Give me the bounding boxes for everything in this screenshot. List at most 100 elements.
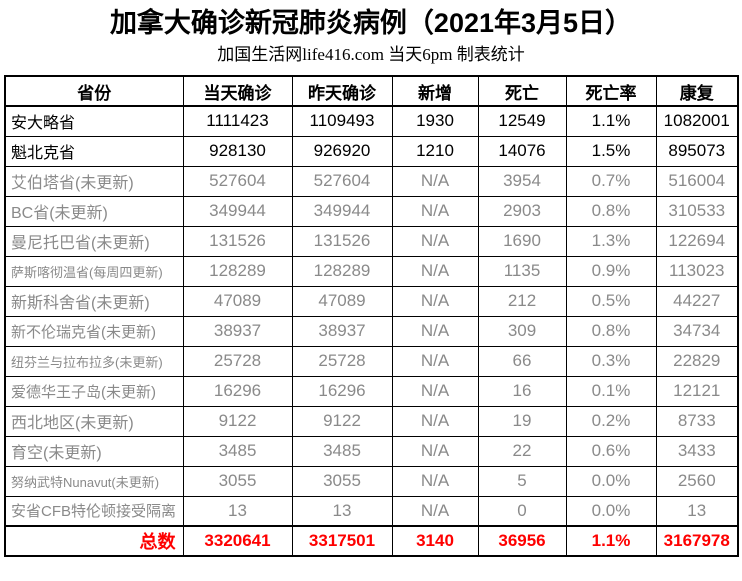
header-new-cases: 新增 — [391, 75, 479, 107]
deaths-cell: 1135 — [477, 255, 567, 287]
province-cell: BC省(未更新) — [4, 195, 184, 227]
table-row: 育空(未更新) 3485 3485 N/A 22 0.6% 3433 — [4, 435, 739, 467]
table-row: 西北地区(未更新) 9122 9122 N/A 19 0.2% 8733 — [4, 405, 739, 437]
table-body: 安大略省 1111423 1109493 1930 12549 1.1% 1082001 魁北… — [4, 105, 739, 527]
death-rate-cell: 1.1% — [565, 105, 657, 137]
province-cell: 曼尼托巴省(未更新) — [4, 225, 184, 257]
recovered-cell: 3433 — [655, 435, 739, 467]
yesterday-cell: 131526 — [291, 225, 393, 257]
table-footer: 总数 3320641 3317501 3140 36956 1.1% 31679… — [4, 525, 739, 557]
page-title: 加拿大确诊新冠肺炎病例（2021年3月5日） — [109, 8, 633, 38]
death-rate-cell: 0.8% — [565, 195, 657, 227]
yesterday-cell: 9122 — [291, 405, 393, 437]
yesterday-cell: 38937 — [291, 315, 393, 347]
deaths-cell: 19 — [477, 405, 567, 437]
new-cases-cell: 1210 — [391, 135, 479, 167]
death-rate-cell: 1.3% — [565, 225, 657, 257]
deaths-cell: 16 — [477, 375, 567, 407]
province-cell: 艾伯塔省(未更新) — [4, 165, 184, 197]
new-cases-cell: N/A — [391, 495, 479, 527]
yesterday-cell: 25728 — [291, 345, 393, 377]
today-cell: 131526 — [182, 225, 293, 257]
death-rate-cell: 0.1% — [565, 375, 657, 407]
death-rate-cell: 0.7% — [565, 165, 657, 197]
recovered-cell: 1082001 — [655, 105, 739, 137]
recovered-cell: 12121 — [655, 375, 739, 407]
table-header: 省份 当天确诊 昨天确诊 新增 死亡 死亡率 康复 — [4, 75, 739, 107]
recovered-cell: 113023 — [655, 255, 739, 287]
death-rate-cell: 1.5% — [565, 135, 657, 167]
header-province: 省份 — [4, 75, 184, 107]
today-cell: 3485 — [182, 435, 293, 467]
province-cell: 纽芬兰与拉布拉多(未更新) — [4, 345, 184, 377]
recovered-cell: 895073 — [655, 135, 739, 167]
yesterday-cell: 3055 — [291, 465, 393, 497]
recovered-cell: 2560 — [655, 465, 739, 497]
header-recovered: 康复 — [655, 75, 739, 107]
province-cell: 安省CFB特伦顿接受隔离 — [4, 495, 184, 527]
table-row: 新不伦瑞克省(未更新) 38937 38937 N/A 309 0.8% 34734 — [4, 315, 739, 347]
deaths-cell: 12549 — [477, 105, 567, 137]
today-cell: 16296 — [182, 375, 293, 407]
death-rate-cell: 0.0% — [565, 465, 657, 497]
recovered-cell: 310533 — [655, 195, 739, 227]
today-cell: 527604 — [182, 165, 293, 197]
total-yesterday-cell: 3317501 — [291, 525, 393, 557]
yesterday-cell: 1109493 — [291, 105, 393, 137]
recovered-cell: 22829 — [655, 345, 739, 377]
total-label: 总数 — [4, 525, 184, 557]
province-cell: 新不伦瑞克省(未更新) — [4, 315, 184, 347]
province-cell: 爱德华王子岛(未更新) — [4, 375, 184, 407]
death-rate-cell: 0.3% — [565, 345, 657, 377]
today-cell: 928130 — [182, 135, 293, 167]
today-cell: 13 — [182, 495, 293, 527]
deaths-cell: 0 — [477, 495, 567, 527]
total-deaths-cell: 36956 — [477, 525, 567, 557]
deaths-cell: 309 — [477, 315, 567, 347]
death-rate-cell: 0.0% — [565, 495, 657, 527]
recovered-cell: 122694 — [655, 225, 739, 257]
today-cell: 38937 — [182, 315, 293, 347]
table-row: 魁北克省 928130 926920 1210 14076 1.5% 895073 — [4, 135, 739, 167]
yesterday-cell: 47089 — [291, 285, 393, 317]
new-cases-cell: N/A — [391, 285, 479, 317]
yesterday-cell: 527604 — [291, 165, 393, 197]
table-row: BC省(未更新) 349944 349944 N/A 2903 0.8% 310533 — [4, 195, 739, 227]
today-cell: 1111423 — [182, 105, 293, 137]
deaths-cell: 5 — [477, 465, 567, 497]
total-recovered-cell: 3167978 — [655, 525, 739, 557]
yesterday-cell: 926920 — [291, 135, 393, 167]
recovered-cell: 44227 — [655, 285, 739, 317]
deaths-cell: 14076 — [477, 135, 567, 167]
new-cases-cell: N/A — [391, 465, 479, 497]
table-row: 纽芬兰与拉布拉多(未更新) 25728 25728 N/A 66 0.3% 22829 — [4, 345, 739, 377]
total-row: 总数 3320641 3317501 3140 36956 1.1% 31679… — [4, 525, 739, 557]
header-today-confirmed: 当天确诊 — [182, 75, 293, 107]
province-cell: 西北地区(未更新) — [4, 405, 184, 437]
death-rate-cell: 0.8% — [565, 315, 657, 347]
table-row: 萨斯喀彻温省(每周四更新) 128289 128289 N/A 1135 0.9% 1130… — [4, 255, 739, 287]
header-death-rate: 死亡率 — [565, 75, 657, 107]
deaths-cell: 22 — [477, 435, 567, 467]
table-row: 努纳武特Nunavut(未更新) 3055 3055 N/A 5 0.0% 2560 — [4, 465, 739, 497]
yesterday-cell: 16296 — [291, 375, 393, 407]
table-row: 安大略省 1111423 1109493 1930 12549 1.1% 1082001 — [4, 105, 739, 137]
new-cases-cell: N/A — [391, 435, 479, 467]
yesterday-cell: 349944 — [291, 195, 393, 227]
province-cell: 育空(未更新) — [4, 435, 184, 467]
recovered-cell: 34734 — [655, 315, 739, 347]
yesterday-cell: 13 — [291, 495, 393, 527]
header-deaths: 死亡 — [477, 75, 567, 107]
yesterday-cell: 3485 — [291, 435, 393, 467]
new-cases-cell: N/A — [391, 195, 479, 227]
new-cases-cell: N/A — [391, 375, 479, 407]
total-death-rate-cell: 1.1% — [565, 525, 657, 557]
table-row: 艾伯塔省(未更新) 527604 527604 N/A 3954 0.7% 516004 — [4, 165, 739, 197]
deaths-cell: 2903 — [477, 195, 567, 227]
new-cases-cell: N/A — [391, 405, 479, 437]
today-cell: 3055 — [182, 465, 293, 497]
deaths-cell: 1690 — [477, 225, 567, 257]
deaths-cell: 66 — [477, 345, 567, 377]
today-cell: 128289 — [182, 255, 293, 287]
